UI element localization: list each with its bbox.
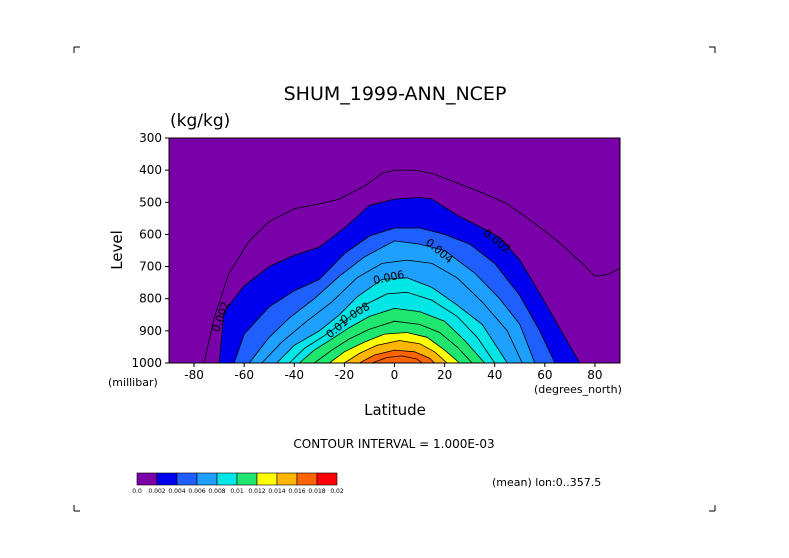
units-label: (kg/kg) <box>170 111 230 131</box>
contour-fills <box>169 138 620 363</box>
corner-mark-bottom-right <box>709 505 716 512</box>
contour-line-1 <box>218 197 581 363</box>
contour-line-9 <box>329 332 460 363</box>
colorbar-swatch <box>276 472 298 486</box>
x-tick-label: -40 <box>284 368 304 382</box>
x-axis-label: Latitude <box>364 401 426 419</box>
colorbar-swatch <box>176 472 198 486</box>
colorbar-label: 0.008 <box>208 488 225 495</box>
colorbar-label: 0.012 <box>248 488 265 495</box>
x-unit-label: (degrees_north) <box>534 383 622 396</box>
contour-line-outer <box>203 169 620 363</box>
y-tick-label: 600 <box>139 227 162 241</box>
colorbar-label: 0.006 <box>188 488 205 495</box>
contour-line-8 <box>314 320 473 363</box>
x-axis: -80 -60 -40 -20 0 20 40 60 80 <box>184 363 603 382</box>
corner-mark-top-right <box>709 46 716 53</box>
contour-line-6 <box>289 291 496 363</box>
contour-lines <box>203 169 620 363</box>
x-tick-label: -60 <box>234 368 254 382</box>
contour-label: 0.006 <box>372 268 406 287</box>
y-tick-label: 1000 <box>131 356 162 370</box>
contour-line-3 <box>248 240 536 363</box>
contour-line-2 <box>233 227 556 363</box>
contour-line-4 <box>261 259 523 363</box>
y-tick-label: 300 <box>139 131 162 145</box>
y-tick-label: 700 <box>139 260 162 274</box>
y-unit-label: (millibar) <box>108 376 158 389</box>
y-axis-label: Level <box>108 230 126 270</box>
x-tick-label: 0 <box>391 368 399 382</box>
colorbar-swatch <box>316 472 338 486</box>
chart-title: SHUM_1999-ANN_NCEP <box>284 83 507 105</box>
x-tick-label: 60 <box>537 368 552 382</box>
colorbar-swatch <box>296 472 318 486</box>
contour-line-12 <box>371 355 423 363</box>
corner-mark-bottom-left <box>73 505 80 512</box>
mean-info-text: (mean) lon:0..357.5 <box>492 476 601 489</box>
colorbar-swatch <box>136 472 158 486</box>
colorbar-label: 0.0 <box>132 488 142 495</box>
colorbar-swatch <box>236 472 258 486</box>
colorbar-swatch <box>196 472 218 486</box>
colorbar-swatch <box>216 472 238 486</box>
y-axis: 300 400 500 600 700 800 900 1000 <box>131 131 169 370</box>
contour-line-11 <box>359 349 435 363</box>
colorbar-label: 0.01 <box>230 488 244 495</box>
colorbar-swatch <box>156 472 178 486</box>
y-tick-label: 500 <box>139 195 162 209</box>
x-tick-label: -80 <box>184 368 204 382</box>
corner-mark-top-left <box>73 46 80 53</box>
y-tick-label: 900 <box>139 324 162 338</box>
y-tick-label: 400 <box>139 163 162 177</box>
y-tick-label: 800 <box>139 292 162 306</box>
contour-line-7 <box>299 307 485 363</box>
x-tick-label: -20 <box>335 368 355 382</box>
colorbar-label: 0.004 <box>168 488 185 495</box>
colorbar-label: 0.014 <box>268 488 285 495</box>
x-tick-label: 80 <box>587 368 602 382</box>
colorbar: 0.0 0.002 0.004 0.006 0.008 0.01 0.012 0.014 0.0… <box>132 472 344 495</box>
colorbar-label: 0.018 <box>308 488 325 495</box>
colorbar-label: 0.002 <box>148 488 165 495</box>
contour-line-5 <box>276 277 508 363</box>
colorbar-label: 0.02 <box>330 488 344 495</box>
x-tick-label: 40 <box>487 368 502 382</box>
contour-line-10 <box>344 340 448 363</box>
contour-interval-text: CONTOUR INTERVAL = 1.000E-03 <box>293 437 494 451</box>
colorbar-swatch <box>256 472 278 486</box>
colorbar-label: 0.016 <box>288 488 305 495</box>
x-tick-label: 20 <box>437 368 452 382</box>
corner-marks <box>73 46 716 512</box>
